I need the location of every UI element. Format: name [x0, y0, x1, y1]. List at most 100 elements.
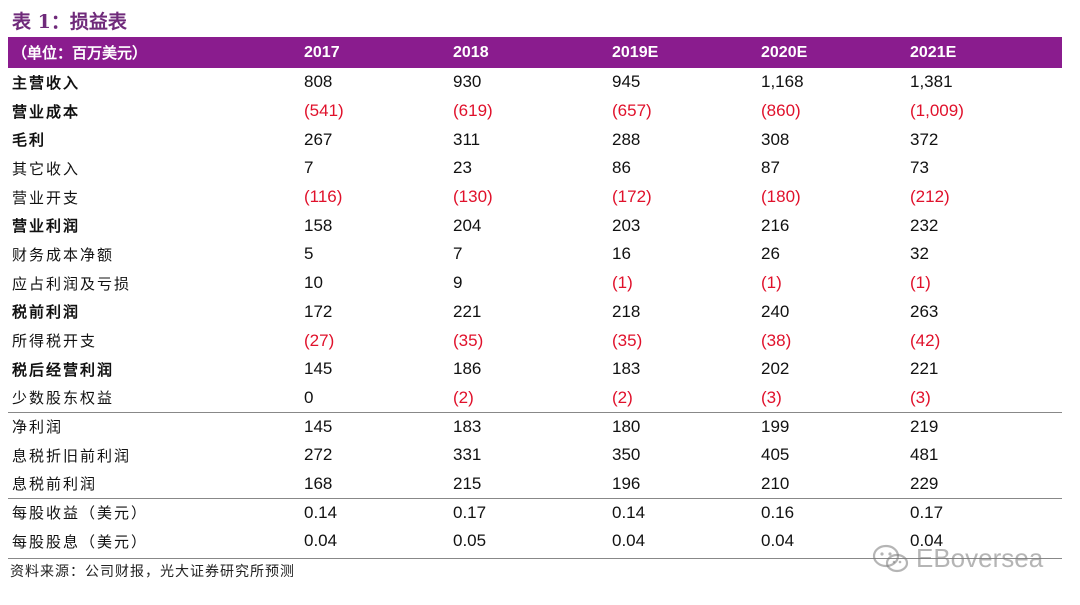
cell-value: 5 [304, 244, 314, 264]
row-label: 息税前利润 [12, 475, 98, 494]
header-year: 2021E [910, 43, 957, 61]
table-row: 息税前利润 168 215 196 210 229 [8, 470, 1062, 499]
row-label: 毛利 [12, 131, 47, 150]
cell-value: 216 [761, 215, 790, 235]
cell-value: 331 [453, 445, 482, 465]
cell-value: 0.04 [304, 531, 338, 551]
cell-value: 808 [304, 72, 333, 92]
cell-value: 219 [910, 411, 1062, 441]
table-row: 营业利润 158 204 203 216 232 [8, 211, 1062, 240]
table-row: 每股收益（美元） 0.14 0.17 0.14 0.16 0.17 [8, 497, 1062, 527]
header-year: 2019E [612, 43, 659, 61]
watermark-text: EBoversea [916, 543, 1044, 573]
cell-value: 168 [304, 473, 333, 493]
cell-value: 288 [612, 129, 641, 149]
cell-value: 272 [304, 445, 333, 465]
cell-value: 240 [761, 301, 790, 321]
cell-value: (1) [910, 273, 931, 293]
cell-value: 311 [453, 129, 481, 149]
cell-value: (172) [612, 187, 652, 207]
cell-value: 0.16 [761, 497, 910, 527]
table-row: 息税折旧前利润 272 331 350 405 481 [8, 441, 1062, 470]
cell-value: 145 [304, 359, 333, 379]
table-row: 所得税开支 (27) (35) (35) (38) (42) [8, 326, 1062, 355]
cell-value: (2) [612, 387, 633, 407]
row-label: 营业开支 [12, 188, 81, 207]
cell-value: 0 [304, 387, 314, 407]
cell-value: 10 [304, 273, 323, 293]
table-title: 表 1：损益表 [12, 11, 127, 33]
cell-value: 86 [612, 158, 631, 178]
cell-value: 1,168 [761, 72, 804, 92]
footer-divider [8, 558, 1062, 559]
cell-value: (1,009) [910, 101, 964, 121]
row-label: 息税折旧前利润 [12, 446, 132, 465]
cell-value: 267 [304, 129, 333, 149]
header-row: （单位：百万美元） 2017 2018 2019E 2020E 2021E [8, 37, 1062, 68]
cell-value: 0.05 [453, 531, 487, 551]
cell-value: 945 [612, 72, 641, 92]
cell-value: (619) [453, 101, 493, 121]
cell-value: 203 [612, 215, 641, 235]
cell-value: 215 [453, 473, 482, 493]
cell-value: 218 [612, 301, 641, 321]
cell-value: 221 [453, 301, 482, 321]
table-row: 营业成本 (541) (619) (657) (860) (1,009) [8, 97, 1062, 126]
table-body: 主营收入 808 930 945 1,168 1,381 营业成本 (541) (619) (65… [8, 68, 1062, 556]
cell-value: 204 [453, 215, 482, 235]
cell-value: 16 [612, 244, 631, 264]
cell-value: 930 [453, 72, 482, 92]
cell-value: 372 [910, 129, 939, 149]
cell-value: 7 [453, 244, 463, 264]
cell-value: 7 [304, 158, 314, 178]
row-label: 财务成本净额 [12, 245, 115, 264]
cell-value: 232 [910, 215, 939, 235]
cell-value: 308 [761, 129, 790, 149]
cell-value: 32 [910, 244, 929, 264]
cell-value: 0.14 [612, 497, 761, 527]
row-label: 其它收入 [12, 159, 81, 178]
cell-value: 481 [910, 445, 939, 465]
row-label: 所得税开支 [12, 332, 98, 351]
cell-value: (35) [612, 330, 643, 350]
cell-value: 210 [761, 473, 790, 493]
table-row: 应占利润及亏损 10 9 (1) (1) (1) [8, 269, 1062, 298]
cell-value: (180) [761, 187, 801, 207]
cell-value: (27) [304, 330, 335, 350]
cell-value: 263 [910, 301, 939, 321]
cell-value: 0.04 [910, 531, 944, 551]
table-row: 税后经营利润 145 186 183 202 221 [8, 355, 1062, 384]
cell-value: 229 [910, 473, 939, 493]
income-statement-table: （单位：百万美元） 2017 2018 2019E 2020E 2021E 主营… [8, 37, 1062, 556]
cell-value: 9 [453, 273, 463, 293]
watermark: EBoversea [872, 543, 1043, 574]
row-label: 每股股息（美元） [12, 532, 149, 551]
table-row: 营业开支 (116) (130) (172) (180) (212) [8, 183, 1062, 212]
cell-value: 196 [612, 473, 641, 493]
cell-value: 183 [453, 411, 612, 441]
wechat-icon [872, 544, 910, 574]
cell-value: (1) [612, 273, 633, 293]
cell-value: 1,381 [910, 72, 953, 92]
cell-value: 350 [612, 445, 641, 465]
cell-value: 186 [453, 359, 482, 379]
cell-value: 87 [761, 158, 780, 178]
table-row: 财务成本净额 5 7 16 26 32 [8, 240, 1062, 269]
cell-value: 73 [910, 158, 929, 178]
cell-value: (212) [910, 187, 950, 207]
cell-value: 158 [304, 215, 333, 235]
row-label: 税前利润 [12, 303, 81, 322]
cell-value: 180 [612, 411, 761, 441]
cell-value: (42) [910, 330, 941, 350]
cell-value: 0.17 [453, 497, 612, 527]
cell-value: (541) [304, 101, 344, 121]
cell-value: (130) [453, 187, 493, 207]
row-label: 主营收入 [12, 73, 81, 92]
cell-value: 221 [910, 359, 939, 379]
cell-value: (3) [910, 387, 931, 407]
cell-value: 23 [453, 158, 472, 178]
cell-value: 0.04 [761, 531, 795, 551]
cell-value: 145 [304, 411, 453, 441]
cell-value: 0.14 [304, 497, 453, 527]
cell-value: 202 [761, 359, 790, 379]
